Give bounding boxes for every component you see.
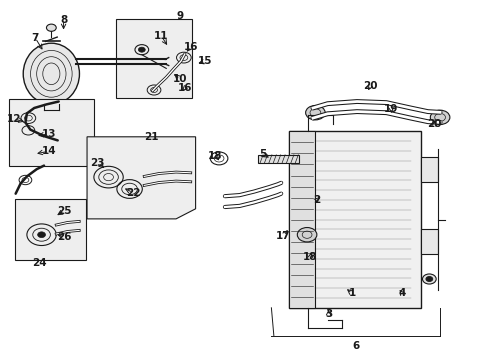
Text: 12: 12 [6,114,21,124]
Text: 24: 24 [32,258,46,268]
Circle shape [425,276,432,282]
Text: 13: 13 [41,129,56,139]
Circle shape [422,274,435,284]
Circle shape [305,105,325,120]
Circle shape [38,232,45,238]
Text: 16: 16 [183,42,198,52]
Circle shape [429,110,449,125]
Text: 17: 17 [276,231,290,241]
Text: 2: 2 [313,195,320,205]
Ellipse shape [23,43,79,104]
Text: 8: 8 [60,15,67,25]
FancyBboxPatch shape [420,229,437,254]
Text: 15: 15 [198,56,212,66]
Circle shape [138,47,145,52]
Circle shape [46,24,56,31]
Bar [288,131,420,308]
Text: 18: 18 [207,150,222,161]
Text: 10: 10 [172,74,187,84]
Text: 9: 9 [176,11,183,21]
Polygon shape [87,137,195,219]
Text: 26: 26 [57,232,72,242]
Text: 6: 6 [352,341,359,351]
Text: 22: 22 [125,188,140,198]
Text: 25: 25 [57,206,72,216]
Text: 14: 14 [41,146,56,156]
Text: 11: 11 [154,31,168,41]
Text: 18: 18 [303,252,317,262]
Bar [288,131,315,308]
Text: 3: 3 [325,309,331,319]
Text: 1: 1 [348,288,355,298]
Text: 21: 21 [144,132,159,142]
Text: 4: 4 [397,288,405,298]
Text: 5: 5 [259,149,266,159]
Text: 7: 7 [31,33,39,43]
Text: 20: 20 [426,119,441,129]
Text: 16: 16 [177,83,192,93]
Bar [257,155,299,163]
Text: 23: 23 [90,158,105,168]
Bar [15,199,85,260]
FancyBboxPatch shape [420,157,437,182]
Bar [9,99,94,166]
Text: 19: 19 [383,104,398,114]
Circle shape [297,228,316,242]
Text: 20: 20 [363,81,377,91]
Bar [116,19,192,98]
